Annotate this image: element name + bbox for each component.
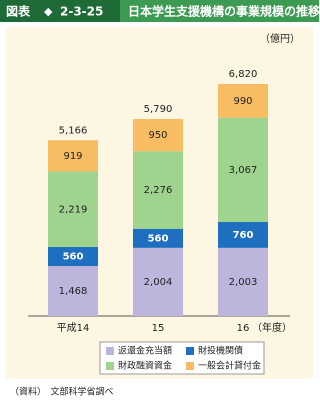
legend-label: 財投機関債 <box>198 345 243 357</box>
source: （資料） 文部科学省調べ <box>10 386 114 398</box>
bar-segment <box>48 140 98 172</box>
bar-segment <box>48 247 98 267</box>
value-label: 3,067 <box>229 165 258 176</box>
total-label: 5,790 <box>144 104 173 115</box>
bar-segment <box>48 171 98 248</box>
y-unit: （億円） <box>260 32 300 45</box>
x-tick-label: 15 <box>152 323 165 334</box>
value-label: 2,004 <box>144 277 173 288</box>
legend-marker <box>186 362 194 370</box>
x-tick-label: 16 <box>237 323 250 334</box>
bar-segment <box>133 247 183 316</box>
total-label: 6,820 <box>229 69 258 80</box>
bar-segment <box>218 117 268 223</box>
chart-title: 日本学生支援機構の事業規模の推移 <box>128 4 319 19</box>
bar-segment <box>218 84 268 118</box>
header-diamond: ◆ <box>44 5 53 18</box>
value-label: 560 <box>63 252 84 263</box>
value-label: 2,276 <box>144 185 173 196</box>
bar-segment <box>133 119 183 152</box>
legend-marker <box>106 347 114 355</box>
legend-marker <box>106 362 114 370</box>
value-label: 950 <box>148 130 167 141</box>
x-tick-label: 平成14 <box>57 322 90 334</box>
bar-segment <box>133 228 183 248</box>
value-label: 560 <box>148 233 169 244</box>
legend-marker <box>186 347 194 355</box>
x-unit: （年度） <box>252 321 292 334</box>
value-label: 1,468 <box>59 286 88 297</box>
legend <box>99 341 265 375</box>
value-label: 919 <box>63 151 82 162</box>
value-label: 760 <box>233 230 254 241</box>
header-label-box <box>0 0 120 22</box>
bar-segment <box>133 151 183 229</box>
legend-label: 返還金充当額 <box>118 345 172 357</box>
total-label: 5,166 <box>59 125 88 136</box>
legend-label: 財政融資資金 <box>118 360 172 372</box>
legend-label: 一般会計貸付金 <box>198 360 261 372</box>
bar-segment <box>48 266 98 316</box>
header-label: 図表 <box>6 4 31 19</box>
bar-segment <box>218 222 268 248</box>
value-label: 2,003 <box>229 277 258 288</box>
header-number: 2-3-25 <box>60 5 103 19</box>
bar-segment <box>218 247 268 316</box>
value-label: 2,219 <box>59 204 88 215</box>
value-label: 990 <box>233 96 252 107</box>
